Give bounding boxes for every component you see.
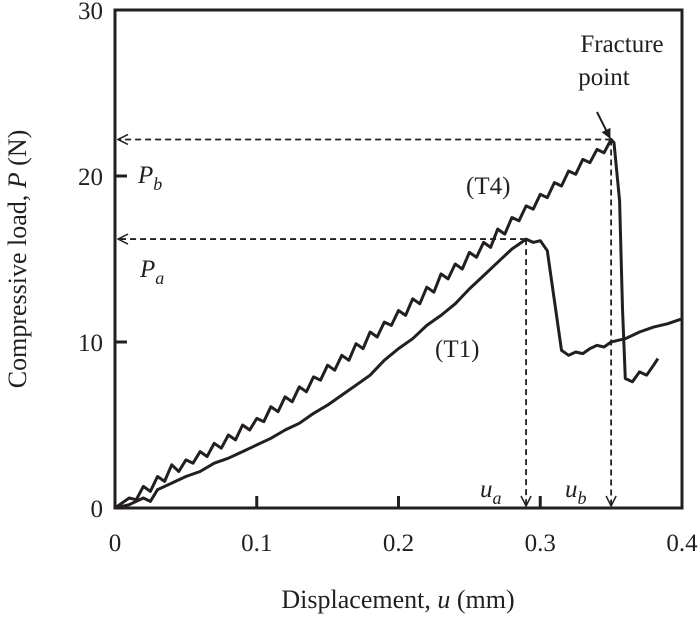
x-tick-label: 0.2 [383, 530, 414, 557]
t4-label: (T4) [466, 173, 510, 200]
t1-label: (T1) [435, 336, 479, 363]
ub-label: ub [565, 476, 587, 508]
series-line-t4 [114, 138, 660, 510]
y-tick-label: 30 [78, 0, 103, 25]
x-tick-label: 0.3 [525, 530, 556, 557]
x-tick-label: 0.1 [241, 530, 272, 557]
fracture-point-label-2: point [578, 64, 629, 91]
x-tick-label: 0 [109, 530, 122, 557]
x-tick-label: 0.4 [666, 530, 698, 557]
ua-label: ua [480, 476, 502, 508]
fracture-point-arrow [596, 111, 611, 139]
y-tick-label: 0 [91, 496, 104, 523]
y-axis-label: Compressive load, P (N) [3, 130, 32, 389]
y-tick-label: 10 [78, 330, 103, 357]
pa-label: Pa [139, 256, 164, 288]
fracture-point-label: Fracture [580, 31, 663, 58]
x-axis-label: Displacement, u (mm) [281, 585, 514, 614]
series-line-t1 [114, 237, 683, 510]
y-tick-label: 20 [78, 164, 103, 191]
pb-label: Pb [137, 162, 162, 194]
